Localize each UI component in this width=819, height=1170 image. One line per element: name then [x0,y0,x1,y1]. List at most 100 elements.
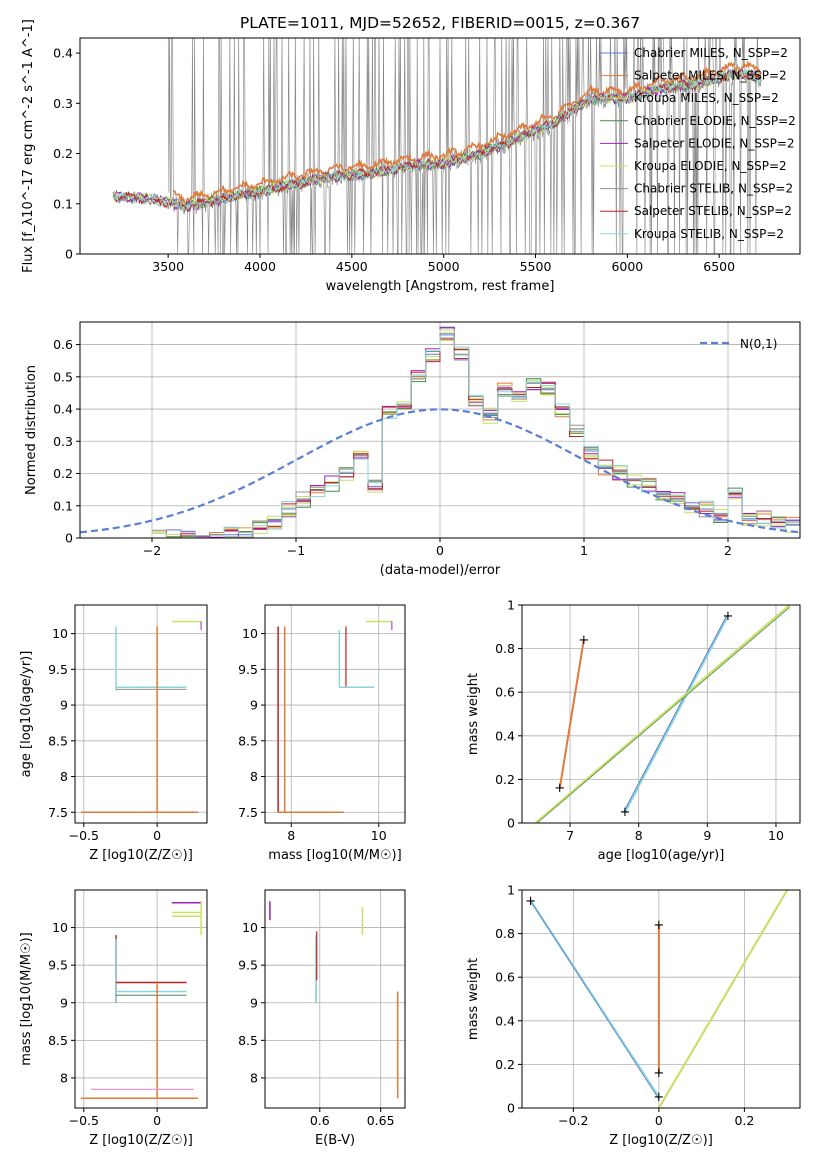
y-tick-label: 0 [507,816,515,831]
y-tick-label: 0 [65,247,73,262]
point-marker: + [653,1066,664,1081]
x-axis-label: Z [log10(Z/Z☉)] [89,1133,193,1148]
axes-frame [521,889,801,1109]
x-tick-label: 7 [566,828,574,843]
x-axis-label: (data-model)/error [380,563,501,578]
x-tick-label: −1 [287,543,305,558]
y-tick-label: 0.1 [53,498,73,513]
histogram-step [152,340,800,538]
spectrum-panel: 3500 4000 4500 5000 5500 6000 6500 0 0.1 0.2 0.3 0.… [21,19,801,294]
histogram-step [152,327,800,538]
y-tick-label: 8 [60,1070,68,1085]
histogram-step [152,332,800,538]
y-tick-label: 0.1 [53,196,73,211]
y-tick-label: 0.6 [495,970,515,985]
x-tick-label: 8 [635,828,643,843]
figure-title: PLATE=1011, MJD=52652, FIBERID=0015, z=0… [240,14,640,32]
histogram-step [152,326,800,538]
y-tick-label: 9.5 [48,662,68,677]
plot-area [112,38,762,254]
model-curve [112,68,762,213]
plot-area [277,620,393,814]
plot-area: + + + + [525,890,789,1108]
y-tick-label: 0 [65,531,73,546]
x-tick-label: 0.2 [734,1113,754,1128]
x-tick-label: 2 [724,543,732,558]
legend-entry: N(0,1) [740,337,777,351]
legend-entry: Kroupa MILES, N_SSP=2 [634,91,779,105]
point-marker: + [722,609,733,624]
x-tick-label: 10 [768,828,784,843]
y-tick-label: 7.5 [48,805,68,820]
mass-vs-metallicity-panel: −0.5 0 8 8.5 9 9.5 10 Z [log10(Z/Z☉)] mass [log1… [19,889,208,1148]
y-axis-label: age [log10(age/yr)] [19,651,34,778]
mass-weight-vs-metallicity-panel: + + + + −0.2 0 0.2 0 0.2 0.4 0.6 0.8 1 Z [log10(Z/Z☉)… [466,883,801,1148]
y-tick-label: 9.5 [238,958,258,973]
legend-entry: Chabrier MILES, N_SSP=2 [634,46,788,60]
legend-entry: Kroupa STELIB, N_SSP=2 [634,227,784,241]
x-tick-label: 5000 [428,259,460,274]
x-tick-label: 0 [655,1113,663,1128]
x-tick-label: 0 [436,543,444,558]
y-tick-label: 8.5 [238,1033,258,1048]
histogram-step [152,338,800,538]
x-tick-label: −0.5 [69,828,99,843]
x-tick-label: 10 [371,828,387,843]
x-axis-label: mass [log10(M/M☉)] [268,848,401,863]
y-tick-label: 0.2 [53,146,73,161]
model-curve [173,59,762,206]
y-tick-label: 10 [52,626,68,641]
mass-vs-extinction-panel: 0.6 0.65 8 8.5 9 9.5 10 E(B-V) [238,889,406,1148]
weight-line [530,900,660,1100]
x-tick-label: 0 [153,828,161,843]
histogram-step [152,329,800,538]
y-tick-label: 1 [507,883,515,898]
histogram-step [152,337,800,538]
x-tick-label: 4000 [244,259,276,274]
y-tick-label: 0.6 [53,337,73,352]
x-axis-label: E(B-V) [315,1133,355,1148]
age-vs-metallicity-panel: −0.5 0 7.5 8 8.5 9 9.5 10 Z [log10(Z/Z☉)] age [lo… [19,604,208,863]
y-tick-label: 9.5 [48,958,68,973]
x-tick-label: −2 [143,543,161,558]
y-tick-label: 8 [250,769,258,784]
age-vs-mass-panel: 8 10 7.5 8 8.5 9 9.5 10 mass [log10(M/M☉)] [238,604,406,863]
weight-line [534,605,791,823]
x-tick-label: 0.65 [367,1113,395,1128]
residual-histogram-panel: −2 −1 0 1 2 0 0.1 0.2 0.3 0.4 0.5 0.6 (data-model)/e… [24,321,801,578]
y-tick-label: 0.4 [53,402,73,417]
plot-area [80,620,202,814]
x-axis-label: age [log10(age/yr)] [598,848,725,863]
y-tick-label: 9 [60,698,68,713]
y-tick-label: 8 [60,769,68,784]
y-tick-label: 0 [507,1101,515,1116]
y-tick-label: 8.5 [48,1033,68,1048]
y-axis-label: Flux [f_λ10^-17 erg cm^-2 s^-1 A^-1] [21,19,36,273]
weight-line [657,890,789,1108]
y-tick-label: 8 [250,1070,258,1085]
y-tick-label: 0.8 [495,926,515,941]
y-tick-label: 9 [60,995,68,1010]
legend: N(0,1) [700,337,777,351]
x-tick-label: 1 [580,543,588,558]
y-tick-label: 0.4 [495,728,515,743]
plot-area [80,326,800,538]
x-tick-label: 3500 [152,259,184,274]
y-tick-label: 0.2 [495,772,515,787]
plot-area [80,901,202,1099]
axes-frame [74,889,208,1109]
axes-frame [264,889,406,1109]
x-tick-label: 5500 [520,259,552,274]
x-tick-label: 0.6 [310,1113,330,1128]
y-tick-label: 0.4 [53,46,73,61]
y-tick-label: 0.2 [495,1057,515,1072]
axes-frame [521,604,801,824]
histogram-step [152,334,800,538]
y-tick-label: 1 [507,598,515,613]
point-marker: + [653,918,664,933]
legend-entry: Kroupa ELODIE, N_SSP=2 [634,159,787,173]
legend-entry: Chabrier STELIB, N_SSP=2 [634,182,793,196]
point-marker: + [525,894,536,909]
y-tick-label: 9.5 [238,662,258,677]
